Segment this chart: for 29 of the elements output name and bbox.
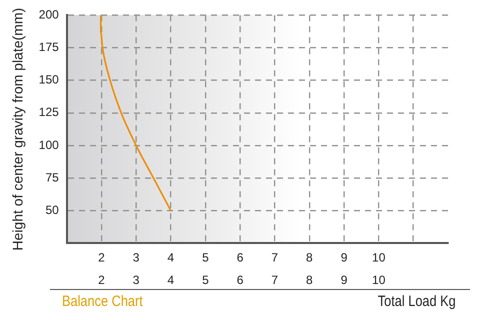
x2-tick-label: 5 [202, 273, 210, 288]
x-tick-label: 10 [372, 250, 386, 265]
x-tick-label: 7 [271, 250, 278, 265]
y-tick-label: 125 [38, 105, 60, 120]
x-axis-title: Total Load Kg [378, 293, 456, 310]
y-tick-label: 75 [45, 170, 60, 184]
x-tick-label: 9 [340, 250, 348, 265]
text: Balance Chart [62, 293, 143, 310]
x-tick-label: 5 [202, 250, 210, 265]
y-tick-label: 175 [38, 40, 60, 54]
y-axis-title: Height of center gravity from plate(mm) [9, 8, 26, 251]
x-tick-label: 4 [167, 250, 174, 265]
y-tick-label: 100 [38, 138, 60, 152]
x2-tick-label: 9 [340, 273, 348, 288]
line-series [100, 15, 172, 212]
x2-tick-label: 2 [98, 273, 106, 288]
x2-tick-label: 4 [167, 273, 174, 288]
x2-tick-label: 7 [271, 273, 278, 288]
x-tick-label: 3 [132, 250, 140, 265]
x2-tick-label: 3 [132, 273, 140, 288]
y-tick-label: 50 [45, 202, 60, 217]
y-tick-label: 200 [38, 8, 60, 22]
x2-tick-label: 10 [372, 273, 386, 288]
x-tick-label: 6 [236, 250, 244, 265]
x-tick-label: 2 [98, 250, 106, 265]
x2-tick-label: 8 [306, 273, 314, 288]
x2-tick-label: 6 [236, 273, 244, 288]
x-tick-label: 8 [306, 250, 314, 265]
y-tick-label: 150 [38, 72, 60, 87]
